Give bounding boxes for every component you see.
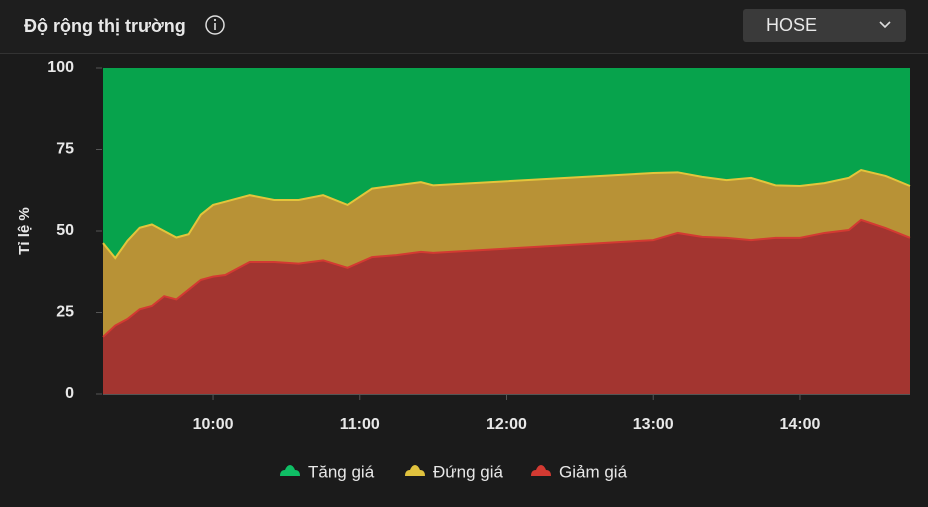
header-title: Độ rộng thị trường bbox=[24, 16, 186, 36]
legend-icon bbox=[531, 465, 551, 476]
x-tick-label: 13:00 bbox=[633, 416, 674, 433]
exchange-dropdown[interactable]: HOSE bbox=[743, 9, 906, 42]
y-tick-label: 75 bbox=[56, 141, 74, 158]
legend-icon bbox=[405, 465, 425, 476]
x-tick-label: 11:00 bbox=[340, 416, 380, 433]
area-edge bbox=[102, 218, 911, 338]
area bbox=[103, 170, 910, 337]
legend-label: Giảm giá bbox=[559, 462, 628, 481]
y-tick-label: 25 bbox=[56, 304, 74, 321]
area bbox=[103, 68, 910, 259]
info-icon[interactable] bbox=[205, 15, 225, 35]
legend-label: Tăng giá bbox=[308, 462, 375, 481]
x-tick-label: 12:00 bbox=[486, 416, 527, 433]
y-tick-label: 50 bbox=[56, 222, 74, 239]
legend-icon bbox=[280, 465, 300, 476]
y-tick-label: 100 bbox=[47, 59, 74, 76]
legend-label: Đứng giá bbox=[433, 462, 504, 481]
x-tick-label: 10:00 bbox=[193, 416, 234, 433]
y-tick-label: 0 bbox=[65, 385, 74, 402]
y-axis-label: Tỉ lệ % bbox=[16, 207, 33, 255]
area-edge bbox=[102, 168, 911, 260]
x-tick-label: 14:00 bbox=[779, 416, 820, 433]
dropdown-value: HOSE bbox=[766, 15, 817, 35]
